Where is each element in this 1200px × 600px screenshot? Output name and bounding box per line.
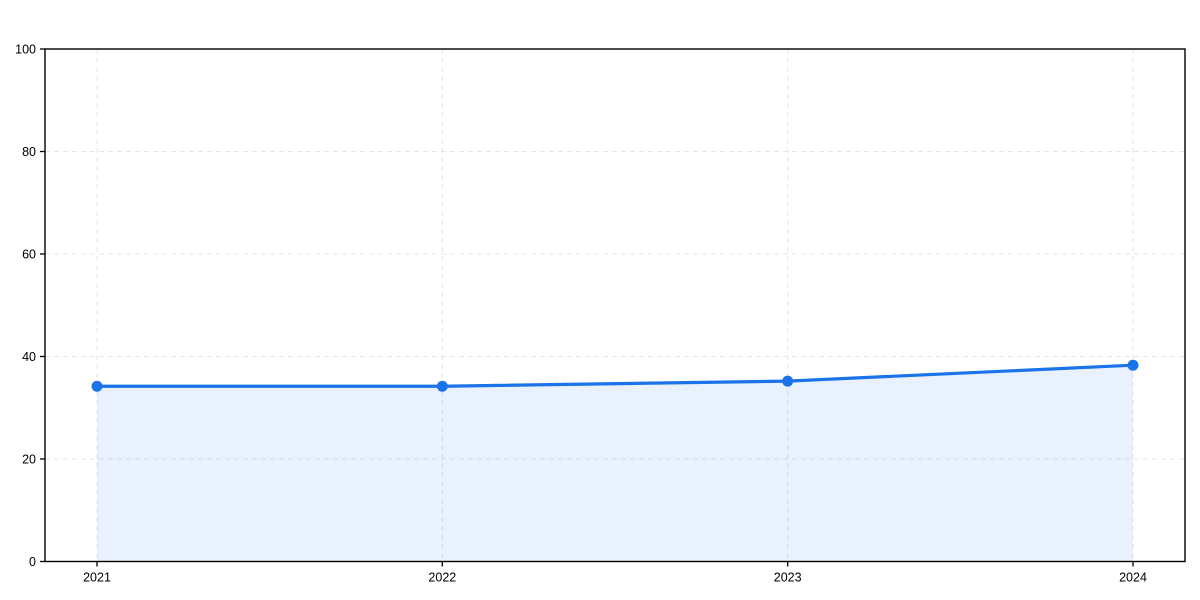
x-tick-label: 2023	[774, 571, 802, 585]
x-tick-label: 2022	[428, 571, 456, 585]
y-tick-label: 40	[22, 350, 36, 364]
y-tick-label: 20	[22, 452, 36, 466]
data-point-2021	[91, 380, 103, 392]
y-tick-label: 0	[29, 555, 36, 569]
data-point-2023	[782, 375, 794, 387]
y-tick-label: 80	[22, 145, 36, 159]
y-tick-label: 100	[15, 42, 36, 56]
trend-line	[95, 363, 1135, 388]
area-fill	[97, 365, 1133, 562]
x-tick-label: 2024	[1119, 571, 1147, 585]
plot-border	[44, 48, 1186, 563]
data-point-2024	[1127, 359, 1139, 371]
data-point-2022	[436, 380, 448, 392]
x-tick-label: 2021	[83, 571, 111, 585]
y-tick-label: 60	[22, 247, 36, 261]
